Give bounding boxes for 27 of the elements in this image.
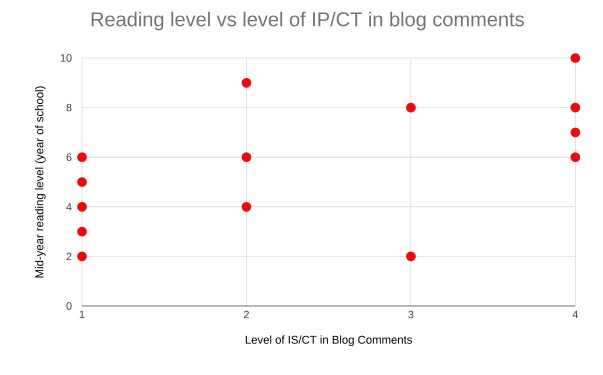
point xyxy=(242,78,252,88)
y-tick-label: 2 xyxy=(66,252,72,260)
point xyxy=(570,102,580,112)
point xyxy=(242,152,252,162)
point xyxy=(77,252,87,262)
y-tick-label: 10 xyxy=(60,54,72,62)
point xyxy=(77,226,87,236)
y-tick-label: 0 xyxy=(66,302,72,310)
point xyxy=(570,53,580,63)
x-tick-label: 1 xyxy=(80,310,84,318)
point xyxy=(570,152,580,162)
point xyxy=(77,177,87,187)
point xyxy=(570,128,580,138)
chart-title: Reading level vs level of IP/CT in blog comments xyxy=(92,12,524,30)
point xyxy=(406,252,416,262)
y-tick-label: 6 xyxy=(66,153,72,161)
point xyxy=(77,152,87,162)
x-tick-label: 3 xyxy=(408,310,414,318)
point xyxy=(406,102,416,112)
point xyxy=(77,202,87,212)
x-tick-label: 4 xyxy=(572,310,578,318)
y-tick-label: 8 xyxy=(66,104,72,112)
x-axis-title: Level of IS/CT in Blog Comments xyxy=(246,335,412,346)
y-axis-title: Mid-year reading level (year of school) xyxy=(35,86,46,278)
point xyxy=(242,202,252,212)
y-tick-label: 4 xyxy=(66,203,72,210)
x-tick-label: 2 xyxy=(244,310,249,318)
